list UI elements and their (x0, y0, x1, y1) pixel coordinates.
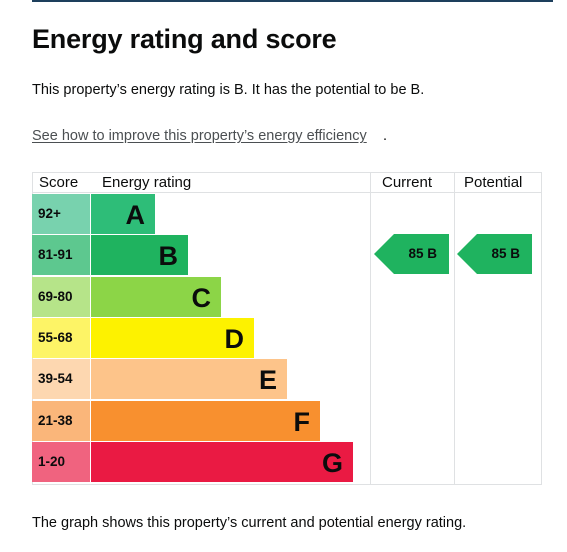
header-divider (32, 192, 541, 193)
rating-band-bar: F (91, 401, 320, 441)
rating-band-letter: G (321, 448, 343, 478)
score-cell: 39-54 (32, 359, 90, 399)
score-cell: 81-91 (32, 235, 90, 275)
rating-band-bar: E (91, 359, 287, 399)
current-rating-label: 85 B (408, 246, 437, 261)
rating-band-letter: C (191, 283, 212, 313)
rating-band-letter: A (125, 200, 146, 230)
score-cell: 55-68 (32, 318, 90, 358)
rating-band-bar: D (91, 318, 254, 358)
score-cell: 69-80 (32, 277, 90, 317)
energy-rating-graph: Score Energy rating Current Potential 92… (32, 172, 542, 485)
rating-band-letter: D (224, 324, 245, 354)
improve-efficiency-link[interactable]: See how to improve this property’s energ… (32, 128, 367, 144)
score-cell: 92+ (32, 194, 90, 234)
header-potential: Potential (464, 174, 523, 191)
divider-potential (454, 172, 455, 484)
rating-summary: This property’s energy rating is B. It h… (32, 82, 425, 98)
potential-rating-label: 85 B (491, 246, 520, 261)
score-cell: 1-20 (32, 442, 90, 482)
score-cell: 21-38 (32, 401, 90, 441)
rating-band-bar: C (91, 277, 221, 317)
page-title: Energy rating and score (32, 24, 337, 54)
link-suffix: . (383, 128, 388, 144)
header-score: Score (39, 174, 79, 191)
header-current: Current (382, 174, 433, 191)
top-divider (32, 0, 553, 2)
header-energy-rating: Energy rating (102, 174, 192, 191)
rating-band-bar: B (91, 235, 188, 275)
rating-band-bar: G (91, 442, 353, 482)
graph-caption: The graph shows this property’s current … (32, 515, 467, 531)
divider-current (370, 172, 371, 484)
rating-band-letter: F (293, 407, 311, 437)
rating-band-letter: B (158, 241, 179, 271)
rating-band-bar: A (91, 194, 155, 234)
rating-band-letter: E (258, 365, 277, 395)
